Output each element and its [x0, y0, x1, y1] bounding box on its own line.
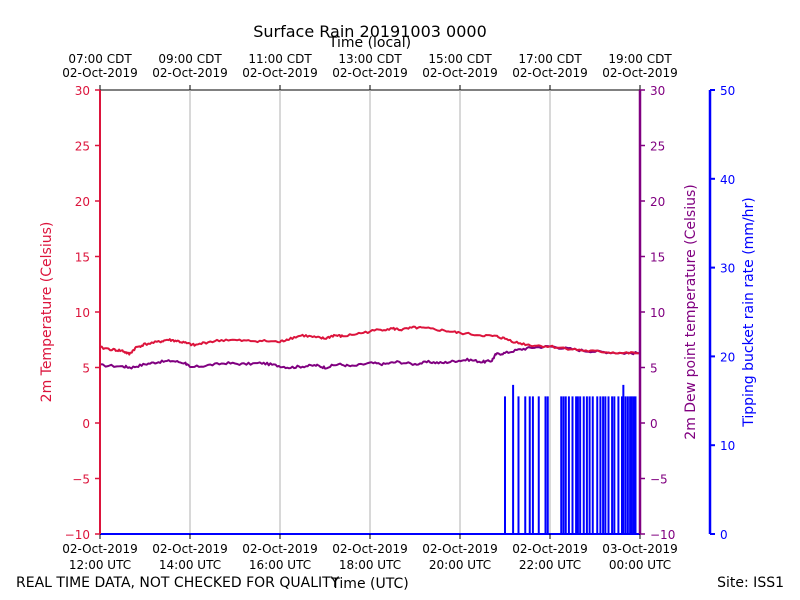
left-tick-label: 10 [75, 306, 90, 320]
left-tick-label: −10 [65, 528, 90, 542]
dewpoint-tick-label: 30 [650, 84, 665, 98]
x-tick-label-time: 14:00 UTC [159, 558, 221, 572]
top-tick-label-time: 17:00 CDT [518, 52, 582, 66]
top-tick-label-date: 02-Oct-2019 [512, 66, 588, 80]
left-tick-label: 20 [75, 195, 90, 209]
rain-tick-label: 50 [720, 84, 735, 98]
top-tick-label-date: 02-Oct-2019 [422, 66, 498, 80]
top-tick-label-date: 02-Oct-2019 [242, 66, 318, 80]
rain-tick-label: 40 [720, 173, 735, 187]
rain-tick-label: 0 [720, 528, 728, 542]
x-tick-label-date: 02-Oct-2019 [512, 542, 588, 556]
top-tick-label-time: 11:00 CDT [248, 52, 312, 66]
top-tick-label-time: 19:00 CDT [608, 52, 672, 66]
dewpoint-tick-label: 25 [650, 140, 665, 154]
left-tick-label: 0 [82, 417, 90, 431]
left-tick-label: 30 [75, 84, 90, 98]
x-tick-label-date: 02-Oct-2019 [332, 542, 408, 556]
temperature-line [99, 325, 641, 356]
dewpoint-tick-label: −5 [650, 473, 668, 487]
x-tick-label-date: 03-Oct-2019 [602, 542, 678, 556]
left-tick-label: 15 [75, 251, 90, 265]
left-tick-label: −5 [72, 473, 90, 487]
dewpoint-tick-label: 0 [650, 417, 658, 431]
x-tick-label-time: 12:00 UTC [69, 558, 131, 572]
top-tick-label-date: 02-Oct-2019 [332, 66, 408, 80]
chart-title: Surface Rain 20191003 0000 [253, 22, 487, 41]
x-tick-label-date: 02-Oct-2019 [242, 542, 318, 556]
dewpoint-tick-label: −10 [650, 528, 675, 542]
dewpoint-tick-label: 5 [650, 362, 658, 376]
rain-tick-label: 30 [720, 262, 735, 276]
rain-axis-title: Tipping bucket rain rate (mm/hr) [741, 197, 757, 427]
series-layer [99, 325, 641, 535]
dewpoint-tick-label: 15 [650, 251, 665, 265]
site-label: Site: ISS1 [717, 575, 784, 591]
dewpoint-tick-label: 20 [650, 195, 665, 209]
dewpoint-tick-label: 10 [650, 306, 665, 320]
left-axis-title: 2m Temperature (Celsius) [39, 222, 55, 403]
x-tick-label-time: 00:00 UTC [609, 558, 671, 572]
x-tick-label-time: 18:00 UTC [339, 558, 401, 572]
rain-tick-label: 10 [720, 439, 735, 453]
top-tick-label-time: 13:00 CDT [338, 52, 402, 66]
quality-disclaimer: REAL TIME DATA, NOT CHECKED FOR QUALITY [16, 575, 340, 591]
left-tick-label: 5 [82, 362, 90, 376]
left-tick-label: 25 [75, 140, 90, 154]
x-tick-label-time: 20:00 UTC [429, 558, 491, 572]
x-tick-label-date: 02-Oct-2019 [152, 542, 228, 556]
top-axis-label: Time (local) [328, 35, 411, 51]
top-tick-label-date: 02-Oct-2019 [62, 66, 138, 80]
x-tick-label-date: 02-Oct-2019 [422, 542, 498, 556]
top-tick-label-date: 02-Oct-2019 [602, 66, 678, 80]
vertical-gridlines [189, 90, 551, 534]
dewpoint-line [99, 345, 641, 370]
x-tick-label-date: 02-Oct-2019 [62, 542, 138, 556]
dewpoint-axis-title: 2m Dew point temperature (Celsius) [683, 184, 699, 439]
x-tick-label-time: 16:00 UTC [249, 558, 311, 572]
rain-tick-label: 20 [720, 350, 735, 364]
x-axis-title: Time (UTC) [330, 576, 408, 592]
top-tick-label-time: 07:00 CDT [68, 52, 132, 66]
x-tick-label-time: 22:00 UTC [519, 558, 581, 572]
top-tick-label-time: 15:00 CDT [428, 52, 492, 66]
top-tick-label-time: 09:00 CDT [158, 52, 222, 66]
top-tick-label-date: 02-Oct-2019 [152, 66, 228, 80]
